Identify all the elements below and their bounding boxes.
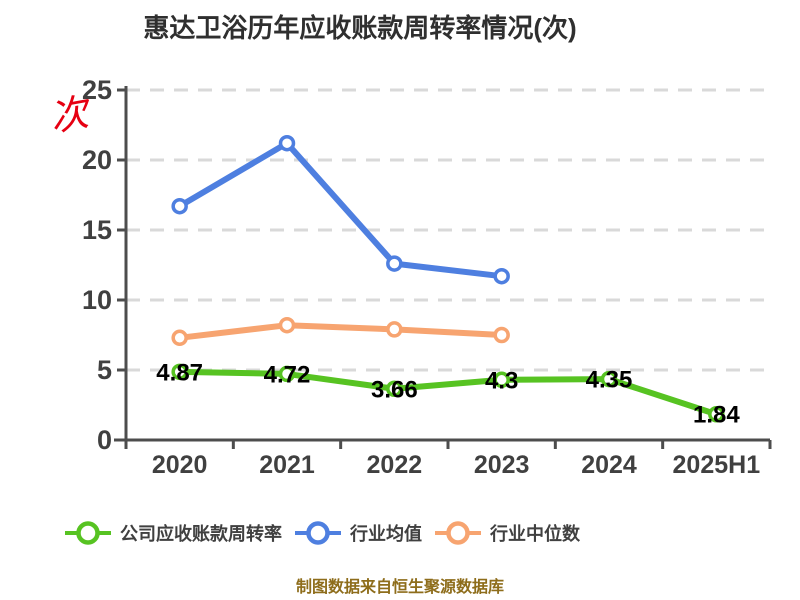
y-tick-label: 15 [82,215,112,245]
x-tick-label-2021: 2021 [259,451,315,479]
x-tick-label-2022: 2022 [367,451,423,479]
data-point-industry-average-2022 [386,255,403,272]
data-point-industry-average-2020 [171,197,188,215]
legend-item-industry-median: 行业中位数 [434,518,580,548]
series-line-company-receivables-turnover [176,368,720,418]
data-point-company-receivables-turnover-2025H1 [708,405,725,423]
data-source-caption: 制图数据来自恒生聚源数据库 [295,579,504,596]
data-label-company-receivables-turnover-2021: 4.72 [264,361,311,388]
data-point-industry-average-2021 [278,134,296,152]
data-point-industry-median-2022 [386,321,403,338]
data-label-company-receivables-turnover-2023: 4.3 [485,367,518,394]
data-point-industry-median-2023 [493,326,510,344]
data-point-company-receivables-turnover-2023 [493,371,510,389]
chart-title: 惠达卫浴历年应收账款周转率情况(次) [143,13,577,43]
data-point-company-receivables-turnover-2021 [278,365,296,383]
data-point-industry-average-2023 [493,267,510,285]
x-tick-label-2024: 2024 [581,451,637,479]
y-tick-label: 5 [97,355,112,385]
legend-label-industry-median: 行业中位数 [490,524,580,544]
legend-marker-industry-median-icon [435,521,481,545]
y-tick-label: 20 [82,145,112,175]
series-line-industry-median [176,322,505,341]
legend-marker-industry-average-icon [295,521,341,545]
data-point-company-receivables-turnover-2022 [386,380,403,398]
data-label-company-receivables-turnover-2020: 4.87 [156,359,203,386]
legend-label-industry-average: 行业均值 [350,524,422,544]
chart-legend: 公司应收账款周转率 行业均值 行业中位数 [64,518,580,548]
y-tick-label: 25 [82,75,112,105]
series-line-industry-average [176,140,505,280]
legend-item-company-receivables-turnover: 公司应收账款周转率 [64,518,282,548]
data-label-company-receivables-turnover-2022: 3.66 [371,376,418,403]
chart-plot-area: 0 5 10 15 20 25 2020 2021 2022 2023 2024 2025H1 4.87… [82,75,772,479]
x-tick-label-2023: 2023 [474,451,530,479]
legend-marker-company-receivables-turnover-icon [65,521,111,545]
data-label-company-receivables-turnover-2025H1: 1.84 [693,402,740,429]
y-tick-label: 0 [97,425,112,455]
data-point-company-receivables-turnover-2020 [171,363,188,381]
x-tick-label-2020: 2020 [152,451,208,479]
y-tick-label: 10 [82,285,112,315]
x-tick-label-2025H1: 2025H1 [673,451,761,479]
data-label-company-receivables-turnover-2024: 4.35 [586,367,633,394]
data-point-industry-median-2021 [278,316,296,334]
data-point-company-receivables-turnover-2024 [600,370,618,388]
data-point-industry-median-2020 [171,329,188,347]
legend-label-company-receivables-turnover: 公司应收账款周转率 [120,524,282,544]
legend-item-industry-average: 行业均值 [294,518,422,548]
